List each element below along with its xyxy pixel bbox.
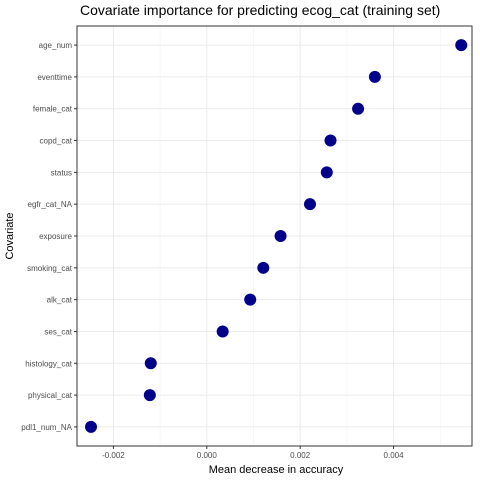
x-axis-title: Mean decrease in accuracy <box>209 464 344 476</box>
data-point <box>85 420 98 433</box>
x-tick-label: 0.002 <box>290 451 311 460</box>
grid <box>77 26 472 446</box>
data-point <box>143 389 156 402</box>
data-point <box>324 134 337 147</box>
y-tick-label: egfr_cat_NA <box>28 200 73 209</box>
y-tick-label: eventtime <box>37 73 72 82</box>
y-tick-label: alk_cat <box>47 296 73 305</box>
x-tick-label: 0.004 <box>384 451 405 460</box>
y-axis: age_num eventtime female_cat copd_catstatus… <box>21 41 77 432</box>
x-tick-label: -0.002 <box>102 451 125 460</box>
y-tick-label: physical_cat <box>28 391 73 400</box>
data-point <box>303 198 316 211</box>
y-tick-label: copd_cat <box>40 137 73 146</box>
y-tick-label: status <box>51 168 72 177</box>
y-tick-label: smoking_cat <box>27 264 73 273</box>
data-point <box>216 325 229 338</box>
data-point <box>352 102 365 115</box>
data-point <box>320 166 333 179</box>
y-tick-label: histology_cat <box>25 359 72 368</box>
y-tick-label: ses_cat <box>44 327 72 336</box>
data-point <box>257 261 270 274</box>
data-points <box>85 39 468 433</box>
y-tick-label: exposure <box>39 232 72 241</box>
data-point <box>244 293 257 306</box>
y-tick-label: pdl1_num_NA <box>21 423 72 432</box>
chart-title: Covariate importance for predicting ecog… <box>80 2 440 18</box>
data-point <box>274 230 287 242</box>
x-tick-label: 0.000 <box>197 451 218 460</box>
data-point <box>144 357 157 370</box>
y-tick-label: female_cat <box>33 105 73 114</box>
y-axis-title: Covariate <box>4 212 16 259</box>
y-tick-label: age_num <box>39 41 73 50</box>
x-axis: -0.002 0.000 0.002 0.004 <box>102 446 404 460</box>
data-point <box>368 70 381 83</box>
data-point <box>455 39 468 52</box>
